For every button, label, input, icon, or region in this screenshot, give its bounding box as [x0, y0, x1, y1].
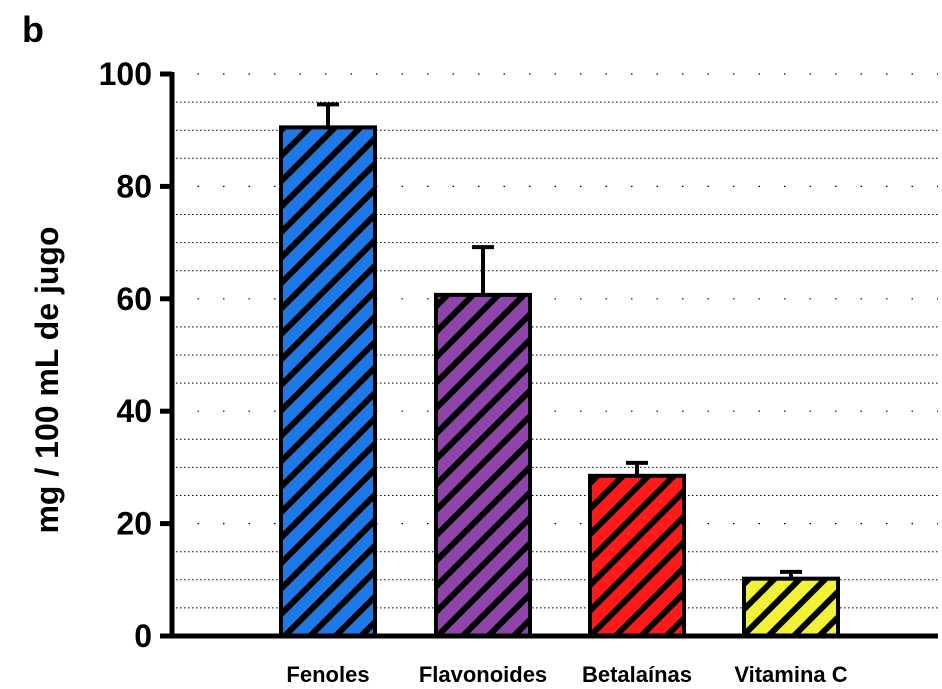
bars-group — [279, 125, 840, 639]
axes — [160, 71, 938, 639]
y-tick-label: 0 — [134, 618, 152, 654]
y-axis-title: mg / 100 mL de jugo — [29, 226, 65, 533]
category-label: Fenoles — [286, 662, 369, 687]
error-bar — [626, 460, 648, 476]
error-bar — [780, 569, 802, 579]
category-label: Vitamina C — [734, 662, 847, 687]
category-label: Flavonoides — [419, 662, 547, 687]
bar-fenoles — [279, 125, 377, 638]
error-bars-group — [317, 102, 802, 579]
category-label: Betalaínas — [582, 662, 692, 687]
bar-betala-nas — [588, 473, 686, 638]
y-tick-label: 100 — [99, 56, 152, 92]
error-bar — [317, 102, 339, 128]
y-tick-labels: 0 20 40 60 80 100 — [99, 56, 152, 654]
error-bar — [472, 245, 494, 295]
bar-flavonoides — [434, 292, 532, 638]
y-tick-label: 60 — [116, 281, 152, 317]
bar-vitamina-c — [742, 576, 840, 639]
y-tick-label: 80 — [116, 168, 152, 204]
y-tick-label: 40 — [116, 393, 152, 429]
category-labels: Fenoles Flavonoides Betalaínas Vitamina C — [286, 662, 847, 687]
panel-label: b — [22, 9, 44, 50]
y-tick-label: 20 — [116, 506, 152, 542]
